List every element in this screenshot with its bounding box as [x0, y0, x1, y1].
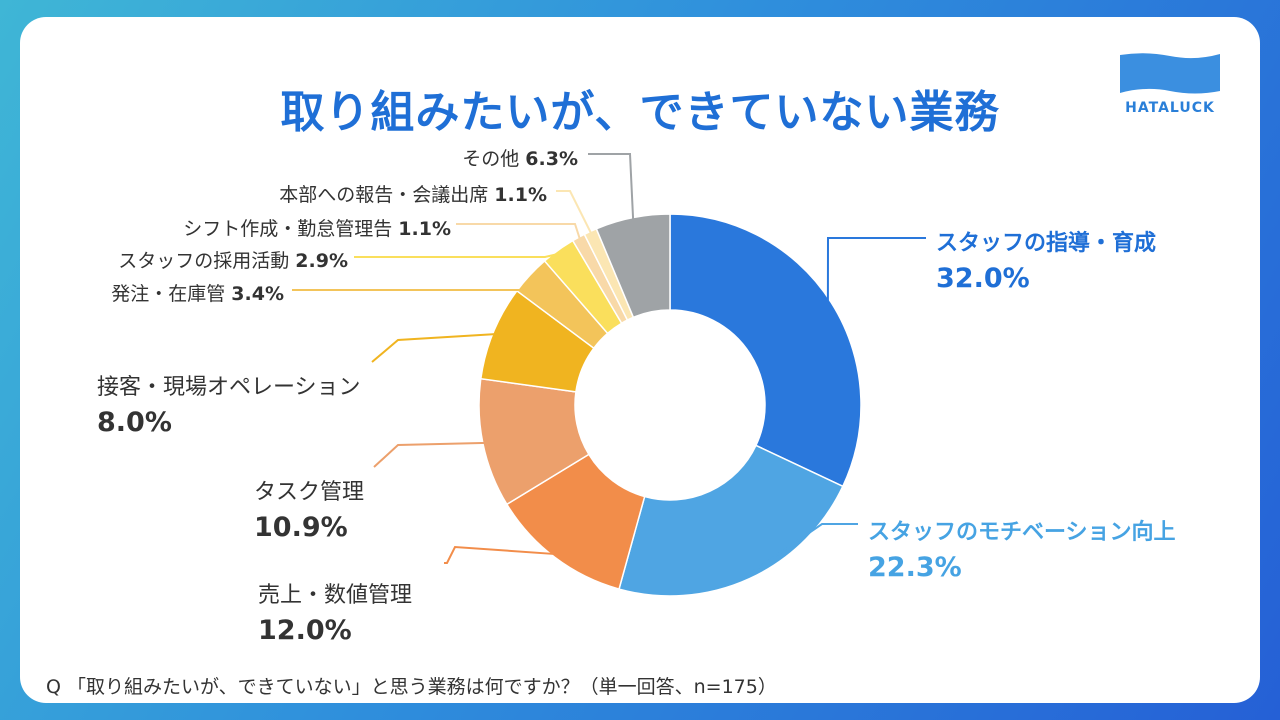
- slice-label-service: 接客・現場オペレーション 8.0%: [97, 375, 361, 438]
- slice-label-other: その他 6.3%: [462, 148, 578, 170]
- leader-line: [371, 332, 498, 363]
- slice-label-training: スタッフの指導・育成 32.0%: [936, 231, 1157, 294]
- donut-slice: [595, 213, 671, 319]
- donut-slice: [669, 213, 862, 488]
- slice-label-motivation: スタッフのモチベーション向上 22.3%: [868, 520, 1176, 583]
- leader-line: [826, 237, 926, 305]
- leader-line: [292, 277, 534, 291]
- slice-label-recruit: スタッフの採用活動 2.9%: [118, 250, 348, 272]
- leader-line: [354, 252, 561, 258]
- question-footnote: Q 「取り組みたいが、できていない」と思う業務は何ですか？（単一回答、n=175…: [46, 676, 777, 698]
- chart-title: 取り組みたいが、できていない業務: [280, 87, 1000, 138]
- leader-line: [444, 545, 558, 564]
- slice-label-task: タスク管理 10.9%: [254, 480, 365, 543]
- leader-line: [456, 223, 582, 242]
- leader-line: [588, 153, 635, 222]
- leader-line: [556, 190, 593, 236]
- logo-text: HATALUCK: [1125, 100, 1215, 116]
- slice-label-order: 発注・在庫管 3.4%: [111, 283, 284, 305]
- wave-flag-icon: [1120, 53, 1220, 94]
- slice-label-report: 本部への報告・会議出席 1.1%: [279, 184, 547, 206]
- slice-label-sales: 売上・数値管理 12.0%: [258, 583, 413, 646]
- leader-line: [747, 523, 858, 576]
- hataluck-logo: HATALUCK: [1118, 51, 1222, 121]
- slice-label-shift: シフト作成・勤怠管理告 1.1%: [183, 218, 451, 240]
- leader-line: [373, 441, 487, 468]
- donut-slice: [618, 444, 844, 597]
